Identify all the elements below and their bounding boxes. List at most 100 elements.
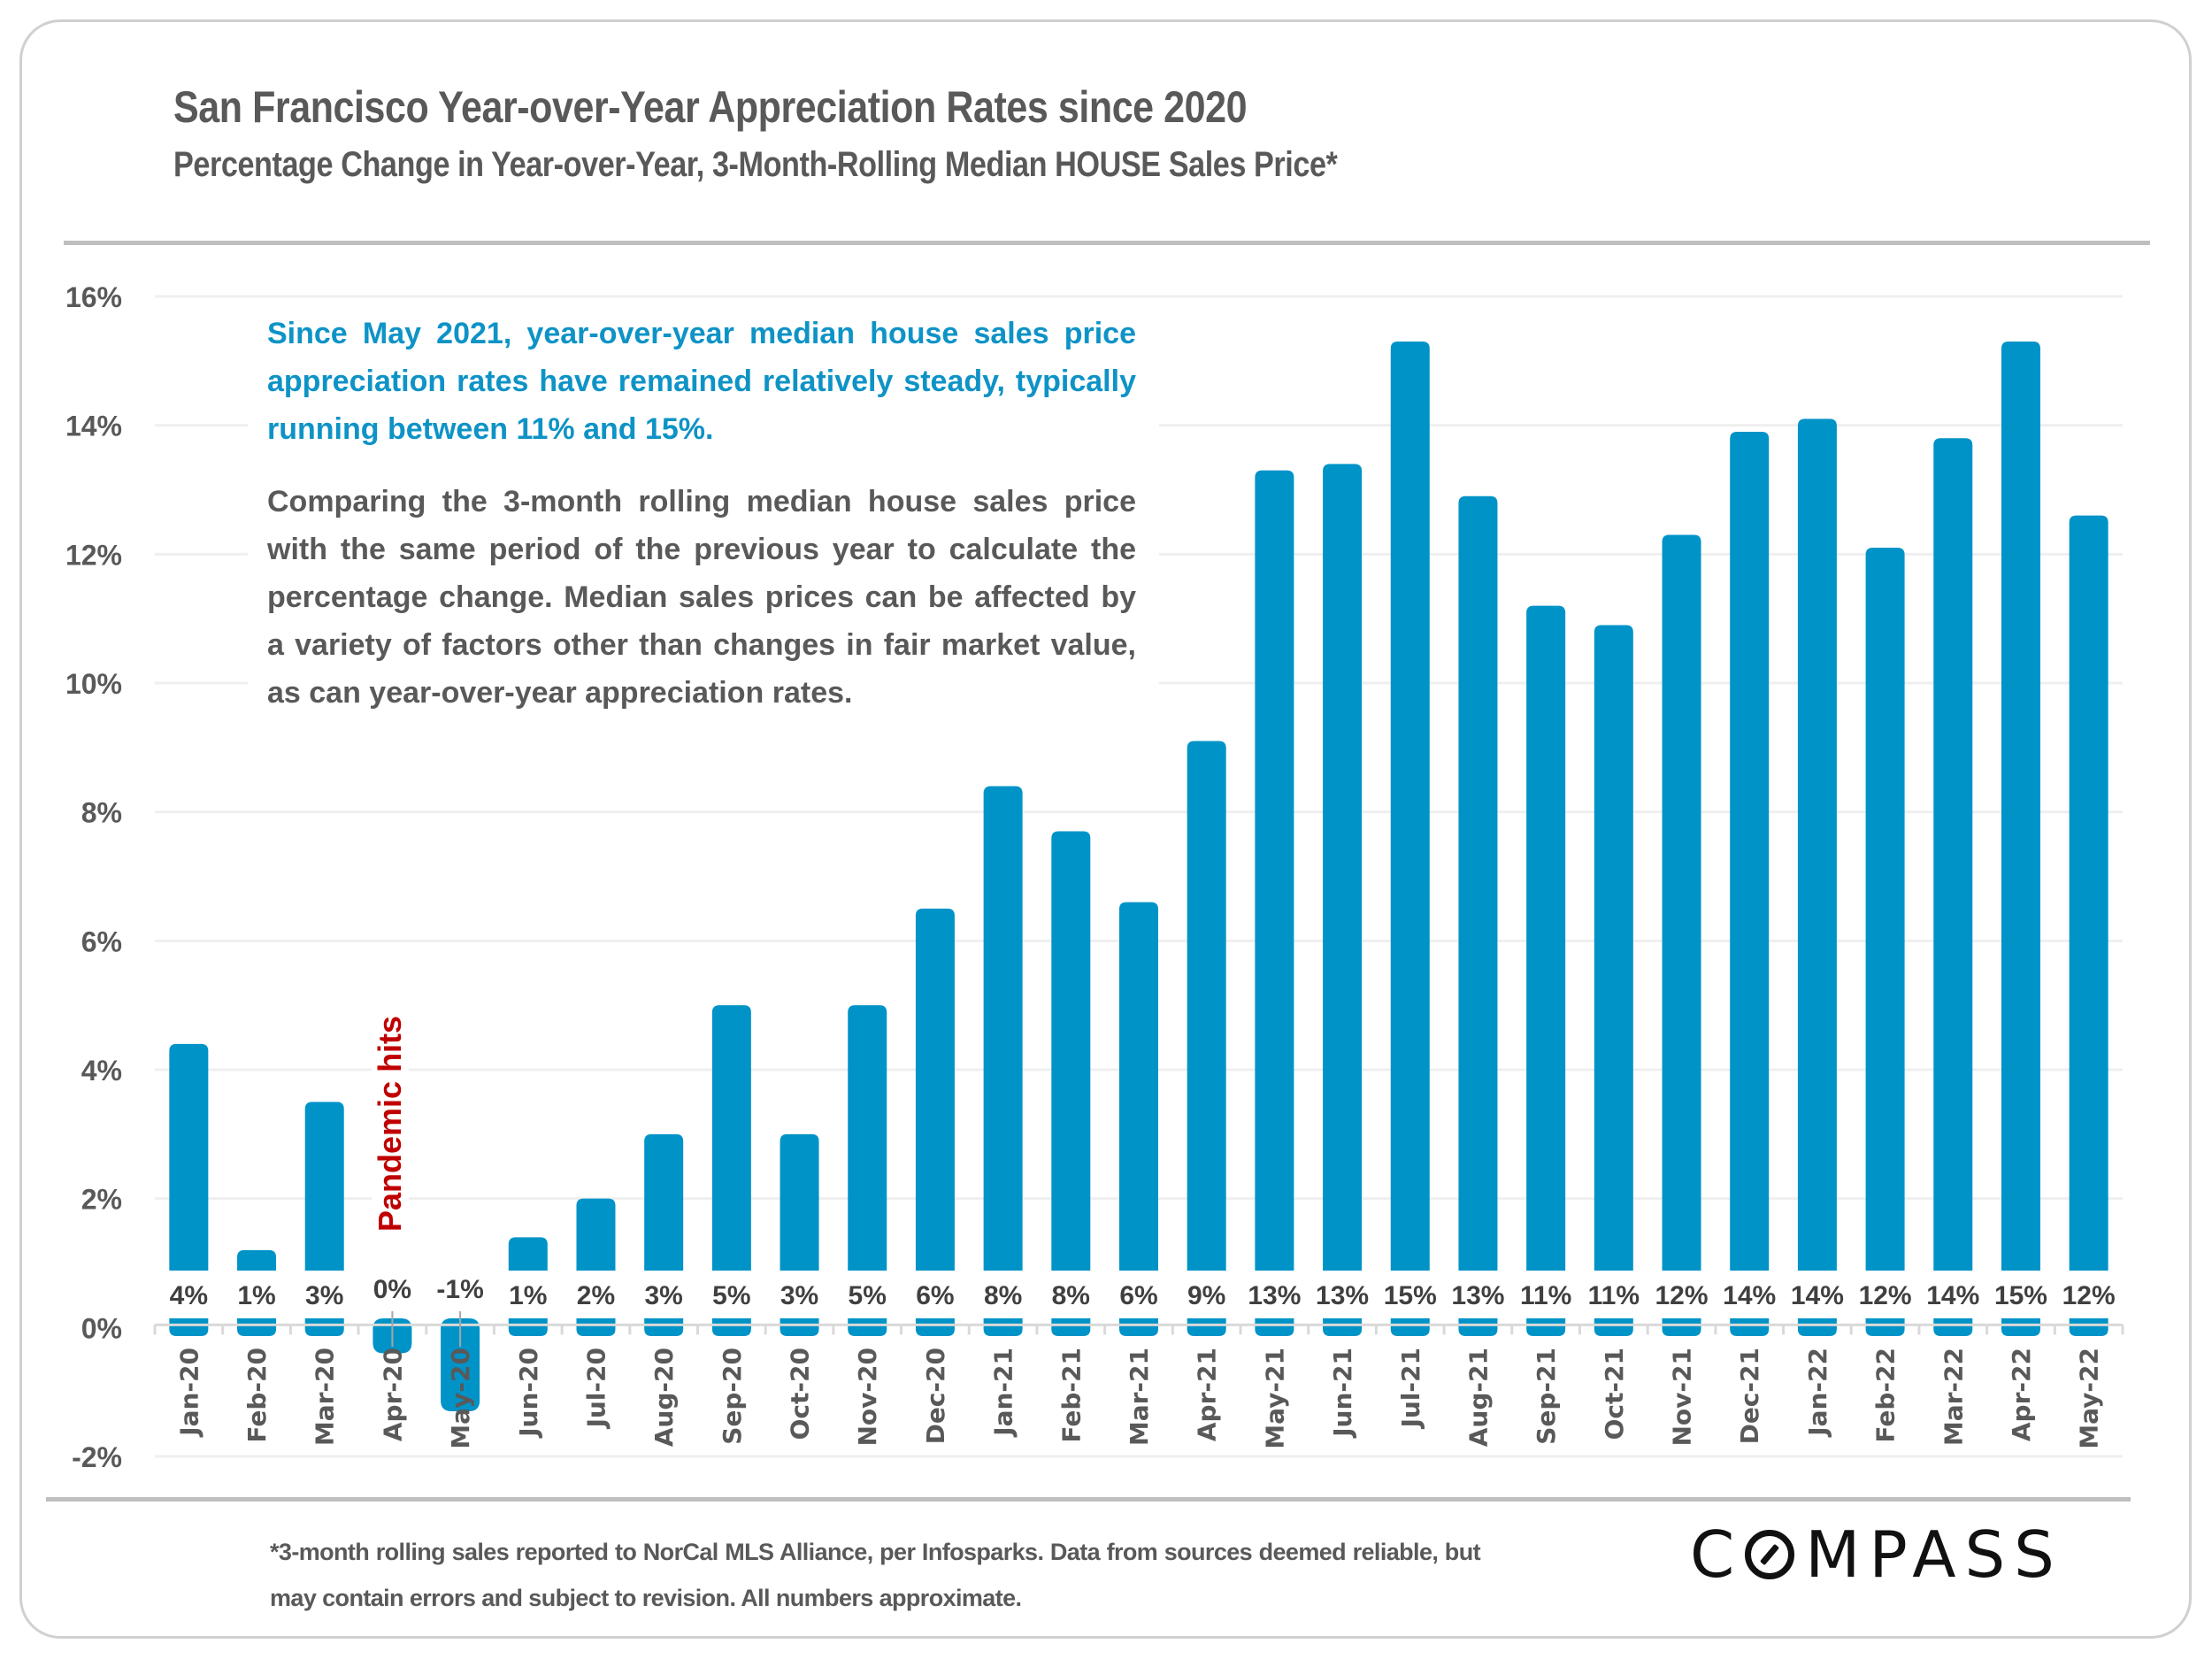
y-tick-label: -2% [72, 1441, 122, 1473]
bar [2069, 515, 2108, 1336]
y-tick-label: 2% [81, 1184, 122, 1216]
x-tick-label: Nov-21 [1668, 1348, 1697, 1447]
bar [1119, 902, 1158, 1336]
data-label: 6% [916, 1281, 954, 1310]
y-tick-label: 12% [65, 539, 122, 571]
description-annotation: Comparing the 3-month rolling median hou… [267, 478, 1136, 717]
data-label: 6% [1119, 1281, 1157, 1310]
logo-letters-rest: MPASS [1805, 1517, 2063, 1592]
x-tick-label: Oct-21 [1600, 1348, 1629, 1440]
x-tick-label: Sep-21 [1532, 1348, 1561, 1445]
x-tick-label: May-21 [1260, 1348, 1289, 1449]
annotation-background [248, 301, 1159, 761]
bar [915, 908, 955, 1336]
y-tick-label: 8% [81, 797, 122, 829]
data-label: 3% [305, 1281, 343, 1310]
bar [441, 1318, 480, 1412]
data-labels: 4% 1% 3% 0% -1% 1% 2% 3% 5% 3% 5% 6% 8% 8% 6% 9% 13% 13% 1… [170, 1275, 2116, 1347]
data-label: 15% [1384, 1281, 1437, 1310]
y-tick-label: 6% [81, 926, 122, 957]
x-tick-label: Aug-20 [649, 1348, 679, 1447]
data-label: 1% [237, 1281, 275, 1310]
x-tick-label: Sep-20 [718, 1348, 747, 1445]
x-axis-labels: Jan-20 Feb-20 Mar-20 Apr-20 May-20 Jun-20 Jul-… [174, 1348, 2103, 1449]
data-label: 12% [1859, 1281, 1912, 1310]
data-label: 11% [1588, 1281, 1640, 1310]
y-tick-label: 4% [81, 1055, 122, 1087]
data-label: 14% [1723, 1281, 1776, 1310]
x-tick-label: Apr-21 [1193, 1348, 1222, 1441]
y-tick-label: 16% [65, 281, 122, 313]
data-label: 13% [1316, 1281, 1369, 1310]
data-label: 1% [509, 1281, 547, 1310]
data-label: 8% [984, 1281, 1022, 1310]
data-label: 2% [577, 1281, 615, 1310]
bar [983, 786, 1023, 1336]
x-tick-label: Jan-22 [1803, 1348, 1832, 1438]
highlight-annotation: Since May 2021, year-over-year median ho… [267, 310, 1136, 453]
data-label: 4% [170, 1281, 208, 1310]
bar [1458, 495, 1498, 1336]
bar [848, 1005, 887, 1336]
bar [1662, 534, 1701, 1336]
x-tick-label: Jul-21 [1396, 1348, 1425, 1430]
bar [1730, 431, 1770, 1336]
data-label: -1% [436, 1275, 483, 1304]
label-band [155, 1271, 2123, 1318]
x-tick-label: Mar-22 [1939, 1348, 1968, 1446]
bar [1594, 625, 1633, 1336]
x-tick-label: Jun-20 [514, 1348, 543, 1439]
data-label: 3% [780, 1281, 818, 1310]
x-tick-label: Mar-20 [311, 1348, 340, 1446]
x-tick-label: Jan-20 [174, 1348, 204, 1438]
bar [169, 1043, 209, 1336]
x-tick-label: Apr-22 [2007, 1348, 2036, 1441]
y-tick-label: 10% [65, 668, 122, 700]
footer-divider [46, 1497, 2131, 1502]
x-tick-label: Dec-20 [921, 1348, 950, 1444]
logo-letter-c: C [1690, 1517, 1744, 1592]
x-tick-label: Jun-21 [1328, 1348, 1357, 1439]
bar [1187, 741, 1226, 1336]
header-divider [64, 241, 2150, 245]
x-tick-label: Apr-20 [378, 1348, 407, 1441]
gridlines [155, 295, 2123, 1458]
bar [1526, 605, 1566, 1336]
bar [1255, 470, 1294, 1336]
x-tick-label: Nov-20 [853, 1348, 882, 1447]
x-tick-label: Feb-21 [1056, 1348, 1086, 1443]
y-axis-labels: -2% 0% 2% 4% 6% 8% 10% 12% 14% 16% [65, 281, 122, 1473]
x-tick-label: Mar-21 [1125, 1348, 1154, 1446]
x-tick-label: Jan-21 [989, 1348, 1018, 1438]
x-tick-label: Feb-20 [242, 1348, 272, 1443]
bar [1323, 464, 1363, 1336]
data-label: 12% [1655, 1281, 1708, 1310]
data-label: 8% [1052, 1281, 1090, 1310]
description-text: Comparing the 3-month rolling median hou… [267, 485, 1136, 710]
data-label: 15% [1994, 1281, 2047, 1310]
label-band-background [155, 1271, 2123, 1318]
data-label: 5% [849, 1281, 887, 1310]
data-label: 14% [1791, 1281, 1844, 1310]
x-tick-label: May-20 [446, 1348, 475, 1449]
x-tick-label: Aug-21 [1463, 1348, 1493, 1447]
x-tick-label: Oct-20 [786, 1348, 815, 1440]
compass-logo: C MPASS [1690, 1517, 2063, 1592]
bar [2001, 341, 2040, 1336]
chart-subtitle: Percentage Change in Year-over-Year, 3-M… [173, 145, 1338, 184]
x-tick-label: Jul-20 [581, 1348, 611, 1430]
data-label: 13% [1451, 1281, 1504, 1310]
data-label: 0% [373, 1275, 411, 1304]
x-axis [153, 1323, 2124, 1335]
data-label: 9% [1187, 1281, 1225, 1310]
bar [1051, 831, 1091, 1336]
x-tick-label: May-22 [2075, 1348, 2104, 1449]
pandemic-hits-label: Pandemic hits [372, 1006, 409, 1240]
bar [1390, 341, 1430, 1336]
highlight-text: Since May 2021, year-over-year median ho… [267, 317, 1136, 446]
data-label: 12% [2062, 1281, 2116, 1310]
data-label: 3% [644, 1281, 682, 1310]
data-label: 14% [1926, 1281, 1979, 1310]
x-tick-label: Feb-22 [1871, 1348, 1901, 1443]
